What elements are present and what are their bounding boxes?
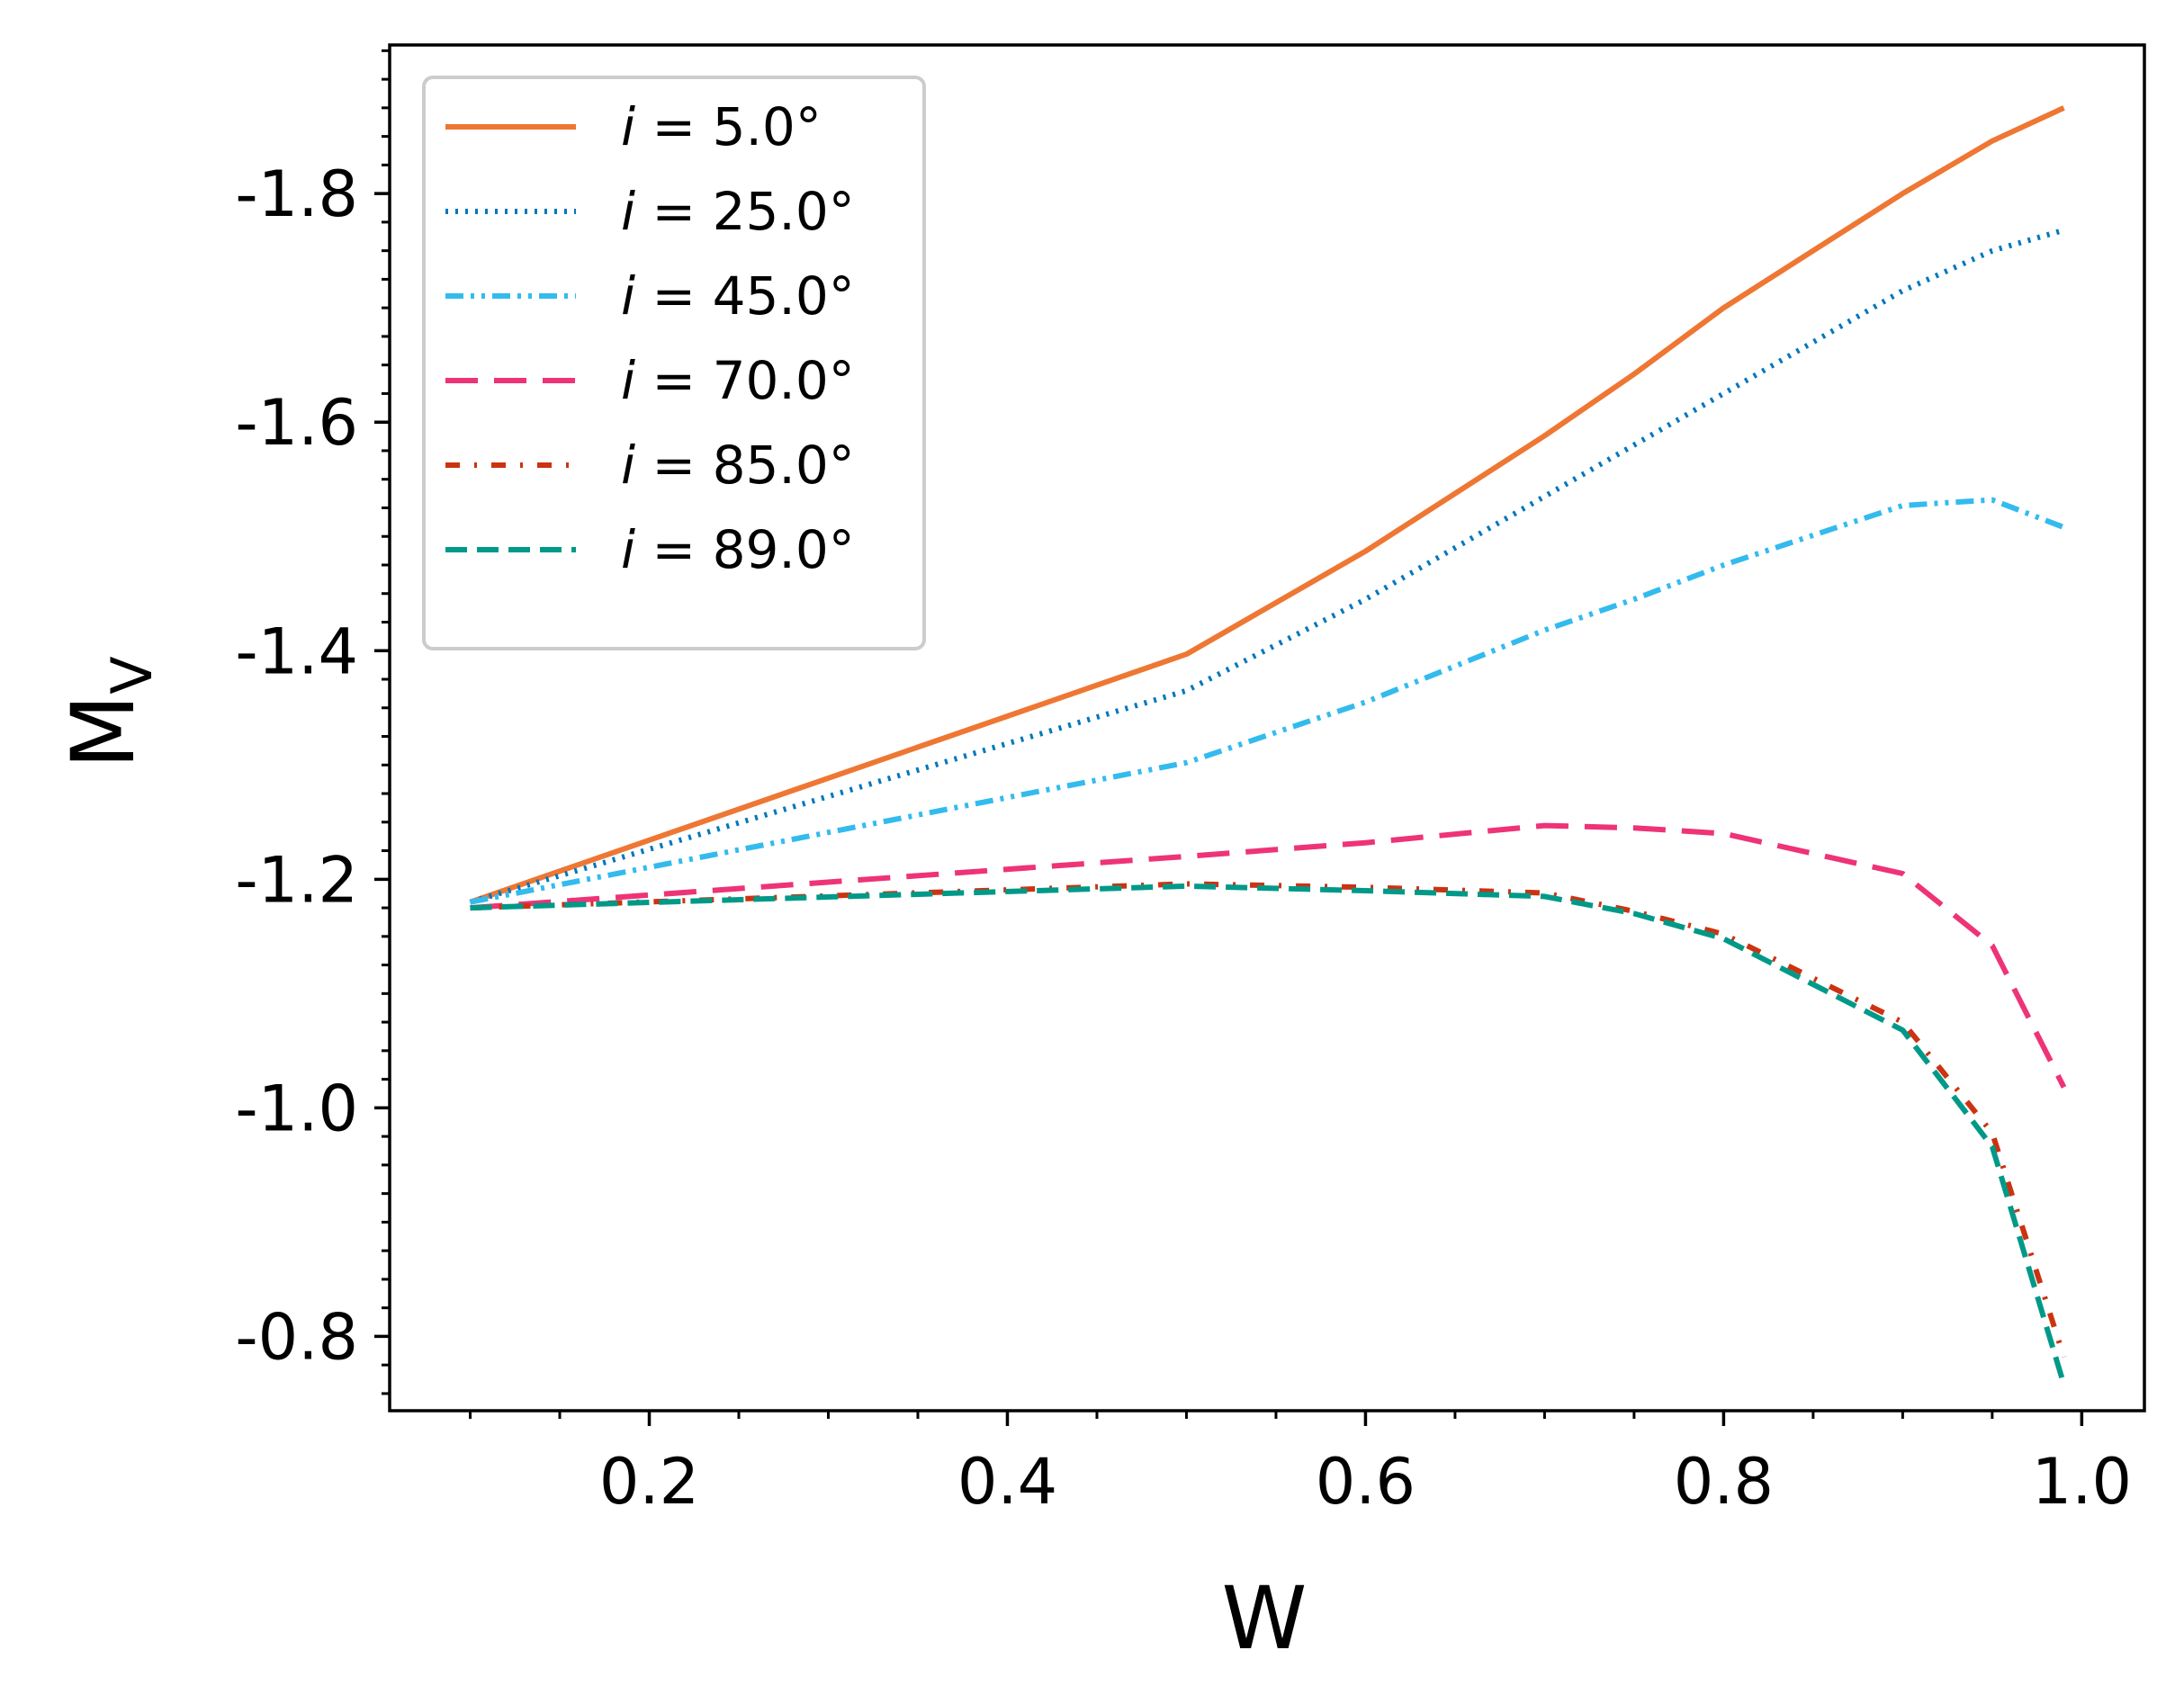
y-tick-label: -1.6: [235, 386, 358, 460]
y-tick-label: -0.8: [235, 1300, 358, 1374]
legend-label-0: i = 5.0°: [621, 96, 822, 157]
series-line-0: [469, 105, 2065, 905]
plot-frame: [388, 43, 2146, 1413]
y-axis-title: MV: [53, 656, 165, 768]
legend-label-3: i = 70.0°: [621, 350, 855, 411]
x-axis-ticks: 0.2 0.4 0.6 0.8 1.0: [599, 1411, 2132, 1519]
x-tick-label: 0.8: [1674, 1445, 1774, 1519]
legend-label-5: i = 89.0°: [621, 519, 855, 580]
x-tick-label: 0.4: [957, 1445, 1057, 1519]
x-tick-label: 0.6: [1316, 1445, 1416, 1519]
legend-label-1: i = 25.0°: [621, 181, 855, 242]
legend-label-rest: = 85.0°: [635, 435, 855, 496]
legend-box: [422, 76, 926, 650]
x-tick-label: 0.2: [599, 1445, 699, 1519]
x-tick-label: 1.0: [2032, 1445, 2132, 1519]
legend-label-var: i: [621, 96, 635, 157]
legend-label-rest: = 45.0°: [635, 265, 855, 327]
legend-label-var: i: [621, 350, 635, 411]
legend-label-var: i: [621, 181, 635, 242]
y-tick-label: -1.2: [235, 843, 358, 917]
series-line-3: [470, 822, 2067, 1089]
legend-label-4: i = 85.0°: [621, 435, 855, 496]
legend-label-var: i: [621, 435, 635, 496]
legend-label-rest: = 25.0°: [635, 181, 855, 242]
series-layer: [469, 105, 2067, 1386]
y-axis-title-subscript: V: [99, 656, 165, 694]
series-line-1: [469, 227, 2065, 905]
legend-label-rest: = 89.0°: [635, 519, 855, 580]
y-tick-label: -1.0: [235, 1072, 358, 1145]
y-tick-label: -1.4: [235, 614, 358, 688]
y-tick-label: -1.8: [235, 157, 358, 231]
y-axis-title-main: M: [53, 695, 154, 769]
legend-label-rest: = 70.0°: [635, 350, 855, 411]
legend-label-var: i: [621, 265, 635, 327]
x-axis-title: W: [1222, 1568, 1308, 1669]
legend-label-var: i: [621, 519, 635, 580]
legend-label-2: i = 45.0°: [621, 265, 855, 327]
series-line-5: [470, 883, 2067, 1386]
series-line-2: [469, 497, 2065, 905]
legend: i = 5.0°i = 25.0°i = 45.0°i = 70.0°i = 8…: [422, 76, 926, 650]
y-axis-ticks: -1.8 -1.6 -1.4 -1.2 -1.0 -0.8: [235, 157, 390, 1374]
series-line-4: [470, 881, 2067, 1359]
legend-label-rest: = 5.0°: [635, 96, 822, 157]
